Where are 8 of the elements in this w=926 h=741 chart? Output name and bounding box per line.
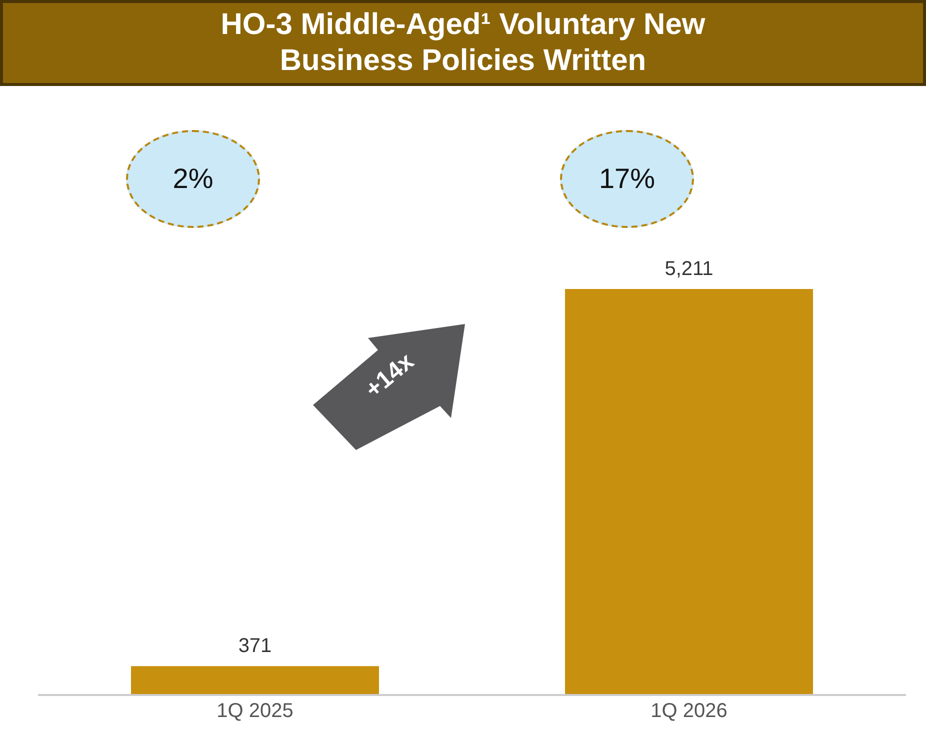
x-tick-label: 1Q 2026 <box>650 700 728 722</box>
chart-title: HO-3 Middle-Aged¹ Voluntary New Business Policies Written <box>220 7 706 79</box>
data-label: 371 <box>238 635 272 658</box>
text: 17% <box>560 130 694 228</box>
text: 2% <box>126 130 260 228</box>
data-label: 5,211 <box>664 258 714 280</box>
x-tick-label: 1Q 2025 <box>216 700 294 722</box>
annotation: +14x <box>359 346 420 406</box>
